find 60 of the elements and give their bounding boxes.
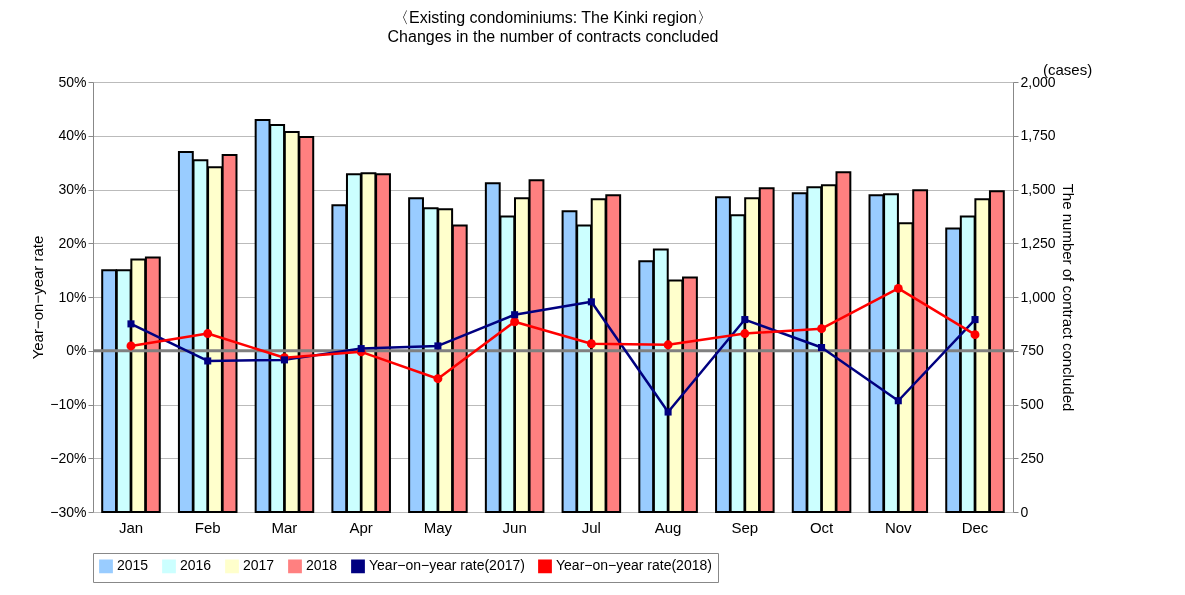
y-tick-label: 40%: [58, 127, 87, 144]
y-tick-label: −10%: [50, 396, 87, 412]
point: [894, 397, 902, 405]
y-tick-label: 30%: [58, 181, 87, 197]
y-tick-label: −30%: [50, 503, 87, 520]
point: [818, 343, 826, 352]
x-tick-label: Sep: [731, 518, 759, 536]
legend-label: 2016: [180, 557, 212, 574]
point: [357, 345, 365, 353]
x-tick-label: Jun: [502, 518, 527, 536]
point: [741, 316, 749, 324]
y-tick-label: −20%: [50, 449, 87, 466]
x-tick-label: Jul: [581, 518, 601, 536]
chart-title: 〈Existing condominiums: The Kinki region〉: [393, 9, 713, 26]
point: [740, 329, 750, 339]
y2-tick-label: 250: [1020, 449, 1045, 466]
y2-axis-title: The number of contract concluded: [1059, 183, 1077, 412]
x-tick-label: Aug: [654, 518, 682, 536]
y2-tick-label: 1,000: [1020, 288, 1056, 305]
point: [203, 329, 213, 339]
x-tick-label: Apr: [349, 518, 373, 536]
legend-label: 2018: [306, 557, 338, 574]
y-tick-label: 50%: [58, 73, 87, 90]
legend-label: Year−on−year rate(2017): [369, 557, 525, 574]
y2-tick-label: 1,500: [1020, 181, 1056, 197]
point: [664, 408, 672, 416]
y-tick-label: 10%: [58, 288, 87, 305]
point: [434, 342, 442, 350]
point: [893, 283, 903, 293]
y2-tick-label: 1,250: [1020, 234, 1056, 251]
point: [511, 311, 519, 319]
x-tick-label: Jan: [118, 518, 144, 536]
point: [433, 374, 443, 384]
x-tick-label: Nov: [884, 518, 913, 536]
legend-label: 2017: [243, 557, 275, 574]
x-tick-label: Dec: [961, 518, 989, 536]
point: [510, 317, 520, 327]
point: [817, 324, 827, 334]
point: [663, 340, 673, 350]
point: [971, 316, 979, 324]
legend-label: Year−on−year rate(2018): [556, 557, 712, 574]
x-tick-label: May: [423, 518, 453, 536]
y-tick-label: 20%: [58, 234, 87, 251]
point: [586, 339, 596, 349]
y2-tick-label: 1,750: [1020, 127, 1056, 144]
y2-tick-label: 750: [1020, 342, 1045, 359]
point: [127, 320, 135, 328]
x-tick-label: Mar: [271, 518, 298, 536]
y2-tick-label: 500: [1020, 396, 1045, 412]
y-tick-label: 0%: [66, 342, 87, 359]
point: [204, 357, 212, 365]
x-tick-label: Feb: [194, 518, 221, 536]
x-tick-label: Oct: [809, 518, 835, 536]
y2-tick-label: 0: [1020, 503, 1029, 520]
chart-subtitle: Changes in the number of contracts concluded: [387, 28, 719, 45]
point: [587, 298, 595, 306]
point: [126, 341, 136, 351]
y-axis-title: Year−on−year rate: [29, 235, 47, 360]
point: [970, 330, 980, 340]
legend-label: 2015: [117, 557, 149, 574]
